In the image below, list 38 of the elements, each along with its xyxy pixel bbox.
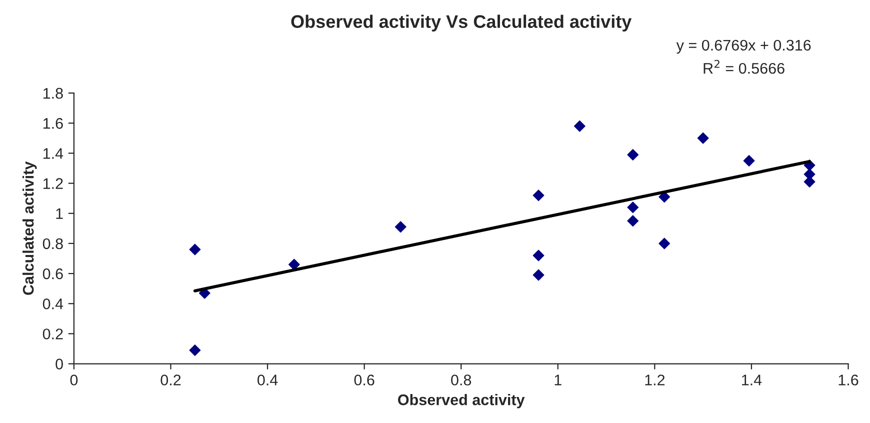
point [743, 155, 755, 166]
point [697, 132, 709, 144]
x-tick-label: 1.4 [742, 374, 762, 386]
point [627, 148, 639, 160]
y-tick-label: 0.6 [42, 268, 63, 280]
x-axis-title: Observed activity [398, 394, 525, 408]
y-axis-title: Calculated activity [22, 161, 37, 295]
x-tick-label: 0 [70, 374, 78, 386]
x-tick-label: 0.2 [160, 374, 181, 386]
point [532, 269, 544, 281]
y-tick-label: 1.4 [43, 148, 64, 159]
text: y = 0.6769x + 0.316 [676, 40, 811, 54]
x-tick-label: 1.6 [838, 374, 858, 386]
y-tick-label: 0.8 [42, 238, 63, 250]
point [288, 258, 300, 270]
text: R$^{2}$ = 0.5666 [704, 60, 784, 74]
chart-title: Observed activity Vs Calculated activity [291, 14, 632, 32]
y-tick-label: 0 [56, 358, 63, 370]
point [189, 244, 201, 256]
point [532, 250, 544, 262]
point [658, 238, 670, 250]
point [394, 221, 406, 233]
point [189, 344, 201, 356]
x-tick-label: 0.8 [451, 374, 472, 386]
point [574, 120, 586, 132]
x-tick-label: 1 [554, 374, 562, 386]
y-tick-label: 1.6 [43, 118, 63, 129]
y-tick-label: 1 [56, 208, 63, 219]
point [627, 202, 639, 214]
x-tick-label: 1.2 [645, 374, 665, 386]
point [627, 215, 639, 227]
y-tick-label: 1.2 [43, 178, 63, 189]
y-tick-label: 0.4 [42, 298, 64, 310]
y-tick-label: 1.8 [43, 88, 63, 99]
x-tick-label: 0.6 [354, 374, 374, 386]
x-tick-label: 0.4 [258, 374, 278, 386]
y-tick-label: 0.2 [42, 328, 63, 340]
point [532, 190, 544, 202]
